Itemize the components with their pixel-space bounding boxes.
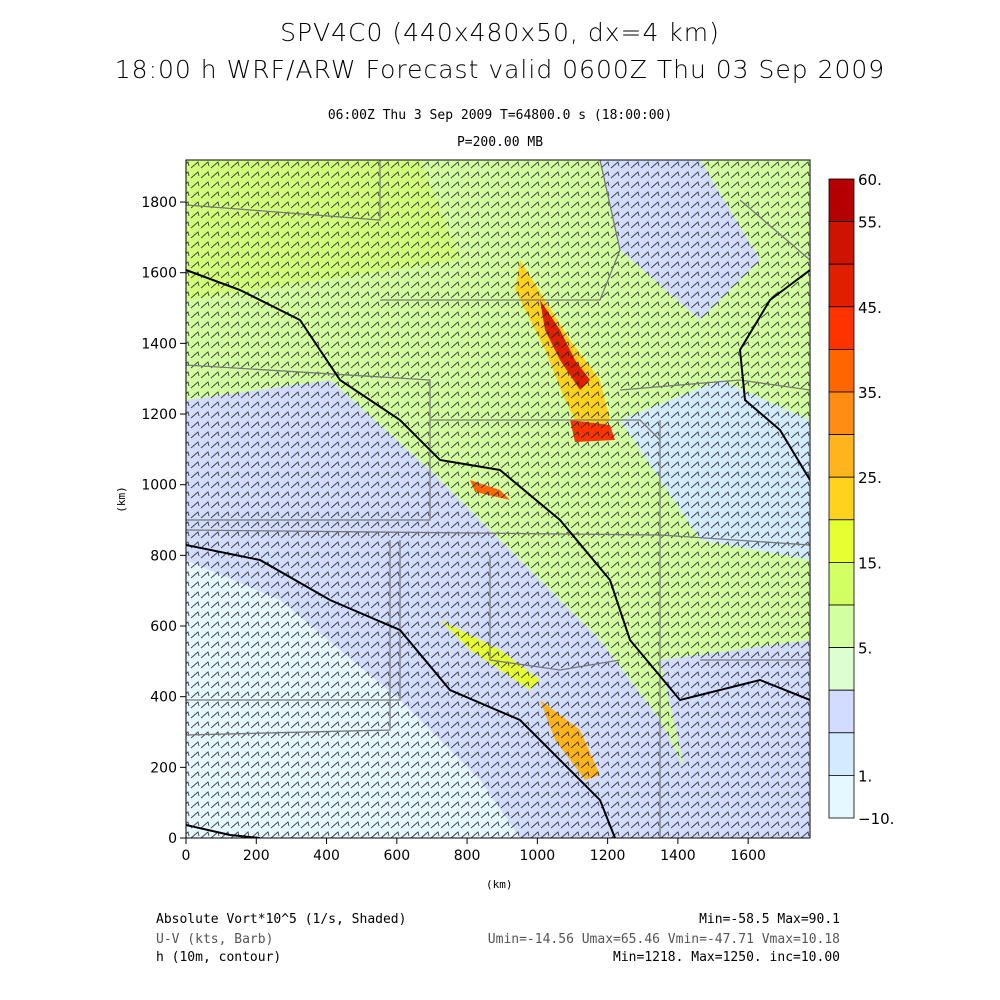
vorticity-field [186, 160, 810, 838]
colorbar-label: 45. [858, 299, 882, 317]
y-tick-label: 400 [150, 690, 177, 706]
field2-name: U-V (kts, Barb) [156, 932, 274, 947]
x-tick-label: 800 [454, 848, 481, 864]
plot-title-line-2: 18:00 h WRF/ARW Forecast valid 0600Z Thu… [114, 55, 886, 84]
y-axis-label: (km) [114, 486, 128, 513]
y-tick-label: 1200 [141, 407, 177, 423]
colorbar-label: 60. [858, 171, 882, 189]
y-tick-label: 1400 [141, 336, 177, 352]
colorbar-bin [828, 732, 855, 776]
x-tick-label: 200 [243, 848, 270, 864]
y-tick-label: 0 [168, 831, 177, 847]
x-tick-label: 1000 [520, 848, 556, 864]
colorbar-bin [828, 562, 855, 606]
x-tick-label: 600 [383, 848, 410, 864]
x-axis-label: (km) [486, 878, 513, 891]
y-tick-label: 200 [150, 760, 177, 776]
colorbar-bin [828, 689, 855, 734]
colorbar-bin [828, 647, 855, 691]
colorbar-bin [828, 221, 855, 265]
field3-stats: Min=1218. Max=1250. inc=10.00 [613, 950, 840, 965]
y-tick-label: 600 [150, 619, 177, 635]
colorbar-label: 15. [858, 554, 882, 572]
colorbar-bin [828, 263, 855, 308]
x-tick-label: 400 [313, 848, 340, 864]
colorbar-bin [828, 348, 855, 393]
colorbar-bin [828, 476, 855, 521]
y-tick-label: 1600 [141, 266, 177, 282]
colorbar-bin [828, 434, 855, 478]
plot-title-line-1: SPV4C0 (440x480x50, dx=4 km) [280, 18, 720, 47]
colorbar-bin [828, 775, 855, 819]
y-tick-label: 1800 [141, 195, 177, 211]
x-tick-label: 1600 [730, 848, 766, 864]
colorbar-label: 1. [858, 767, 872, 785]
x-tick-label: 1200 [590, 848, 626, 864]
colorbar-label: 35. [858, 384, 882, 402]
field1-name: Absolute Vort*10^5 (1/s, Shaded) [156, 912, 407, 927]
colorbar-bin [828, 391, 855, 435]
colorbar-label: 55. [858, 214, 882, 232]
height-contours [186, 269, 810, 838]
field2-stats: Umin=-14.56 Umax=65.46 Vmin=-47.71 Vmax=… [487, 932, 840, 947]
colorbar-bin [828, 178, 855, 222]
field1-stats: Min=-58.5 Max=90.1 [699, 912, 840, 927]
colorbar-label: 25. [858, 469, 882, 487]
pressure-level-label: P=200.00 MB [456, 135, 544, 150]
colorbar-label: 5. [858, 640, 872, 658]
colorbar-bin [828, 604, 855, 648]
y-tick-label: 800 [150, 548, 177, 564]
colorbar-label: −10. [858, 810, 894, 828]
valid-time-label: 06:00Z Thu 3 Sep 2009 T=64800.0 s (18:00… [327, 108, 673, 123]
colorbar-bin [828, 519, 855, 563]
y-tick-label: 1000 [141, 478, 177, 494]
x-tick-label: 0 [182, 848, 191, 864]
plot-frame [185, 159, 811, 839]
x-tick-label: 1400 [660, 848, 696, 864]
field3-name: h (10m, contour) [156, 950, 282, 965]
colorbar-bin [828, 306, 855, 350]
colorbar: 60. 55. 45. 35. 25. 15. 5. 1. −10. [828, 171, 894, 828]
